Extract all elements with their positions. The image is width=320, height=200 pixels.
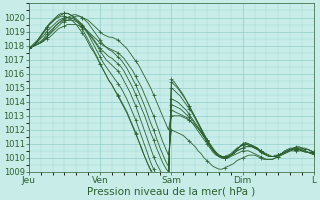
X-axis label: Pression niveau de la mer( hPa ): Pression niveau de la mer( hPa ) xyxy=(87,187,256,197)
